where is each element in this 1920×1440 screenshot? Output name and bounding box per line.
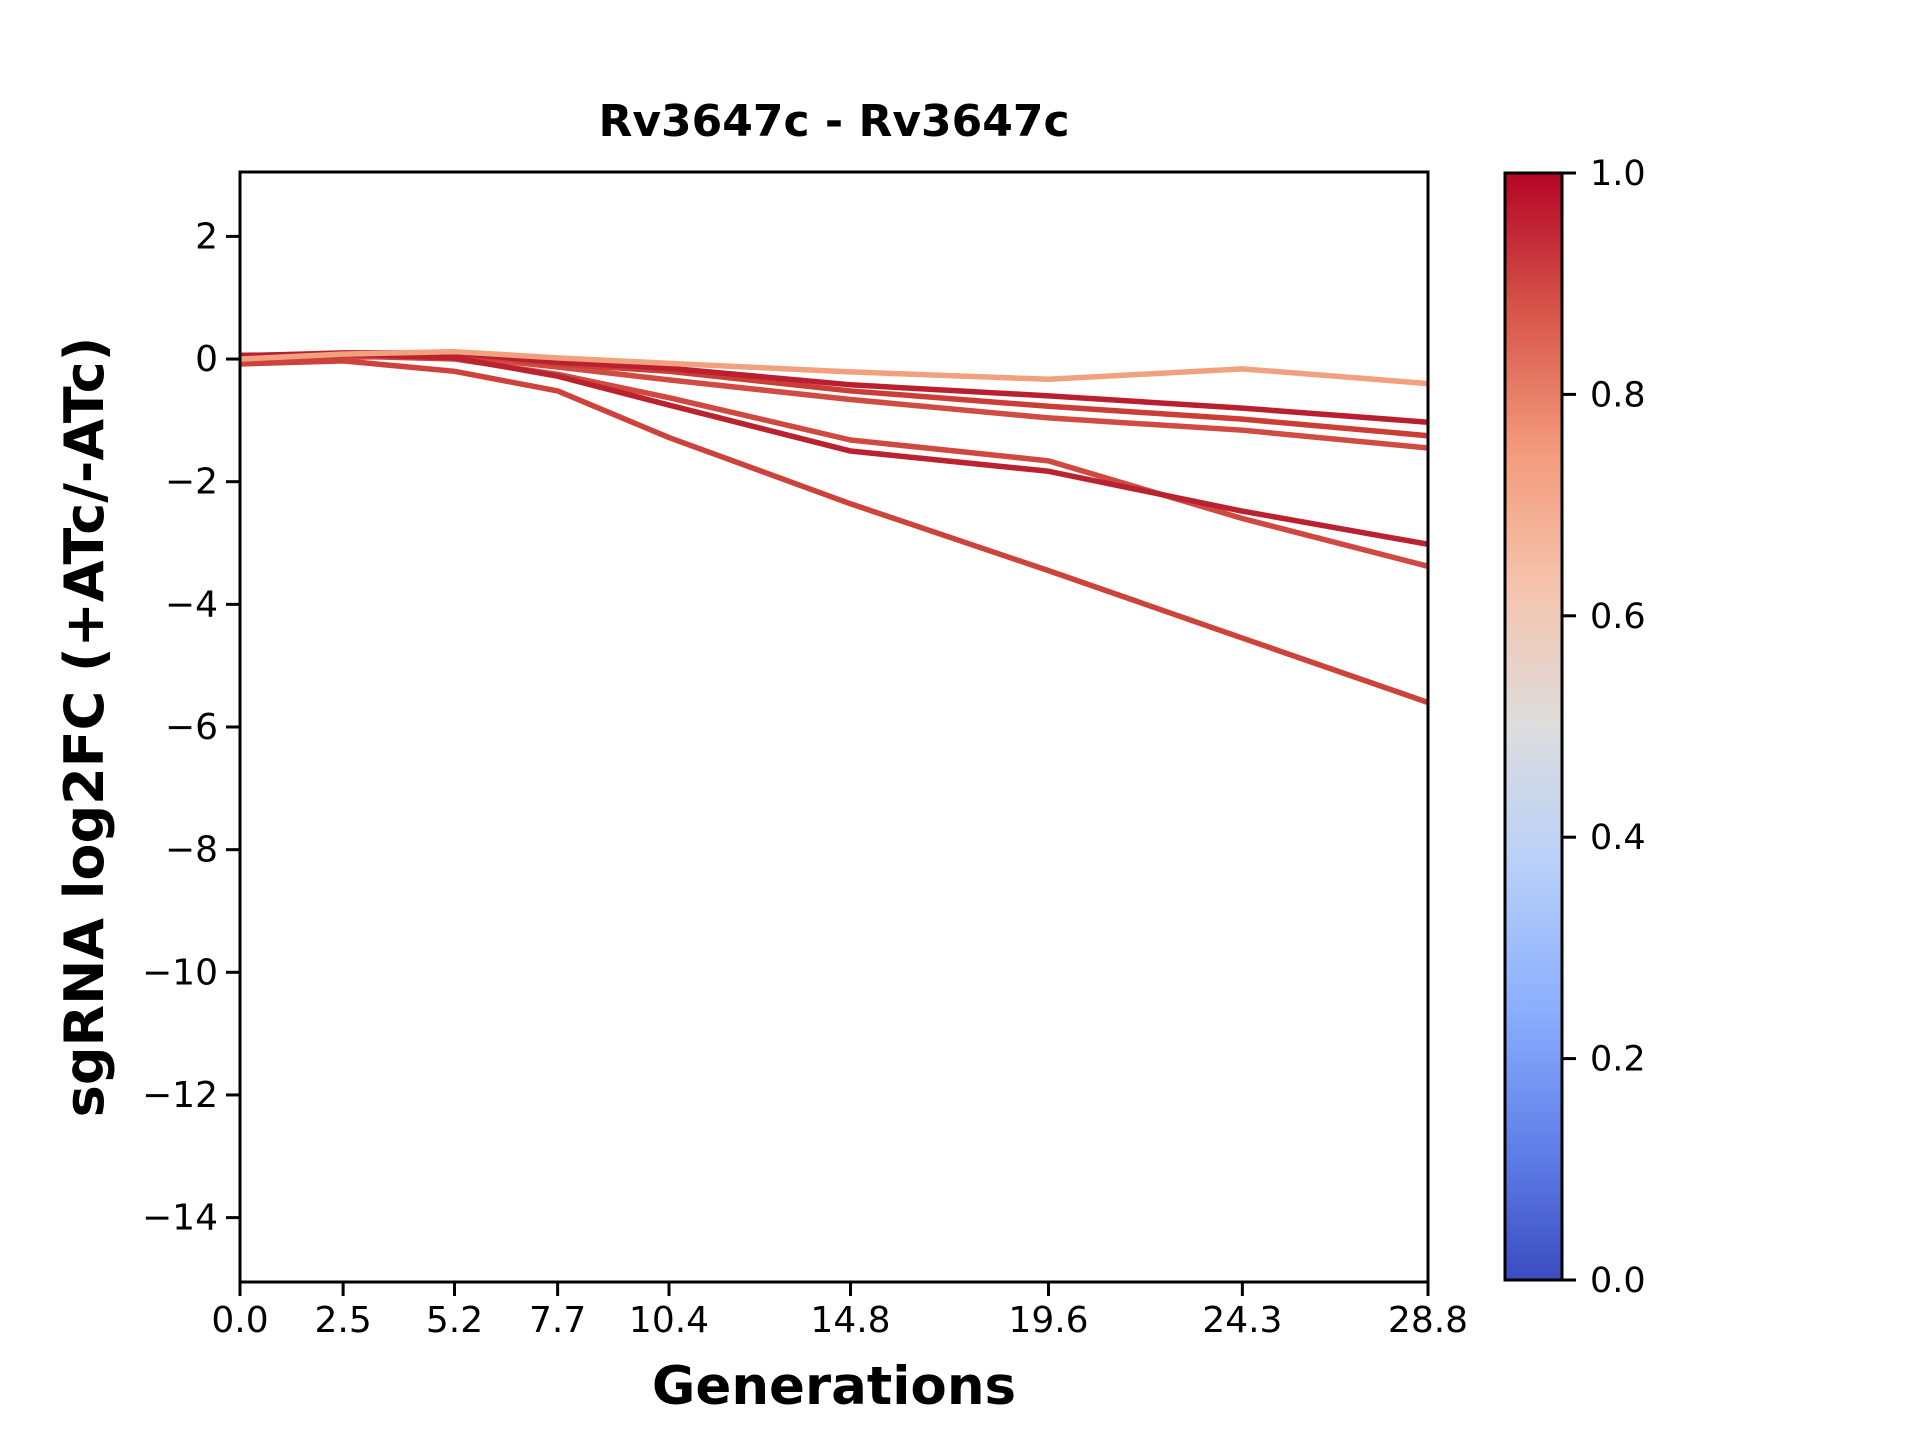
data-line-7 [239,358,1429,706]
x-tick-label: 28.8 [1388,1300,1468,1341]
chart-title: Rv3647c - Rv3647c [598,96,1070,147]
x-tick-label: 5.2 [426,1300,483,1341]
data-line-1 [239,348,1429,387]
colorbar-tick-label: 0.4 [1590,818,1646,858]
x-tick-label: 24.3 [1202,1300,1282,1341]
colorbar-tick-label: 1.0 [1590,154,1646,194]
colorbar-tick-label: 0.6 [1590,597,1646,637]
colorbar-tick-label: 0.2 [1590,1040,1646,1080]
y-tick-label: −2 [165,462,218,503]
x-tick-label: 2.5 [314,1300,371,1341]
x-tick-label: 14.8 [810,1300,890,1341]
y-tick-label: 0 [195,339,218,380]
y-axis-label: sgRNA log2FC (+ATc/-ATc) [53,336,116,1118]
colorbar-gradient [1505,173,1562,1280]
colorbar-tick-label: 0.0 [1590,1261,1646,1301]
x-tick-label: 19.6 [1008,1300,1088,1341]
colorbar-tick-label: 0.8 [1590,375,1646,415]
y-tick-label: −14 [142,1198,218,1239]
y-tick-label: 2 [195,216,218,257]
y-tick-label: −4 [165,584,218,625]
y-tick-label: −8 [165,830,218,871]
plot-border [238,170,1430,1284]
x-tick-label: 10.4 [629,1300,709,1341]
x-tick-label: 7.7 [529,1300,586,1341]
y-tick-label: −10 [142,952,218,993]
x-tick-label: 0.0 [211,1300,268,1341]
colorbar-border [1503,171,1564,1282]
x-axis-label: Generations [651,1356,1017,1417]
y-tick-label: −6 [165,707,218,748]
y-tick-label: −12 [142,1075,218,1116]
